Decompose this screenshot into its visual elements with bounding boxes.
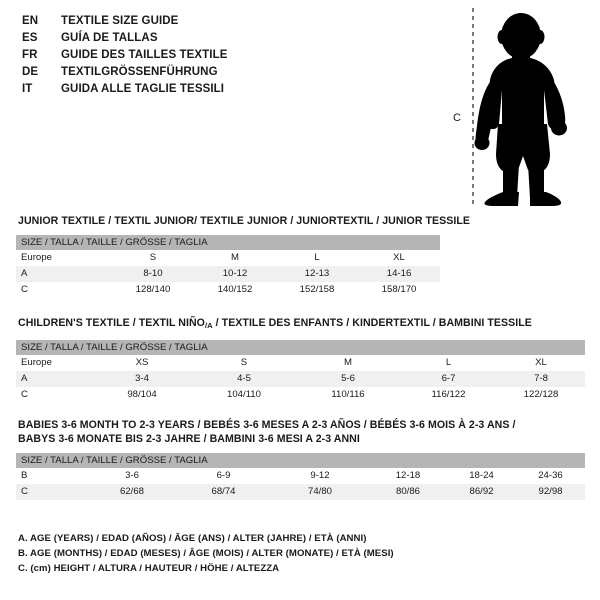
children-size-table: SIZE / TALLA / TAILLE / GRÖSSE / TAGLIA … [16,340,585,403]
table-cell: 62/68 [88,484,176,500]
table-cell: 92/98 [516,484,585,500]
language-row-en: EN TEXTILE SIZE GUIDE [22,13,322,30]
legend-line-c: C. (cm) HEIGHT / ALTURA / HAUTEUR / HÖHE… [18,563,280,574]
table-row: C 62/68 68/74 74/80 80/86 86/92 92/98 [16,484,585,500]
table-cell: 116/122 [400,387,497,403]
table-row: SIZE / TALLA / TAILLE / GRÖSSE / TAGLIA [16,453,585,468]
table-row: C 98/104 104/110 110/116 116/122 122/128 [16,387,585,403]
table-row: A 8-10 10-12 12-13 14-16 [16,266,441,282]
legend-block: A. AGE (YEARS) / EDAD (AÑOS) / ÂGE (ANS)… [18,531,488,576]
table-cell: 6-7 [400,371,497,387]
table-row: B 3-6 6-9 9-12 12-18 18-24 24-36 [16,468,585,484]
table-row: Europe XS S M L XL [16,355,585,371]
section-babies-title-line1: BABIES 3-6 MONTH TO 2-3 YEARS / BEBÉS 3-… [18,419,516,431]
table-cell: 7-8 [497,371,585,387]
language-title-es: GUÍA DE TALLAS [61,32,158,44]
table-cell: XS [92,355,192,371]
row-label: Europe [16,250,112,266]
section-babies: BABIES 3-6 MONTH TO 2-3 YEARS / BEBÉS 3-… [16,418,585,500]
table-cell: 80/86 [369,484,447,500]
language-row-fr: FR GUIDE DES TAILLES TEXTILE [22,47,322,64]
babies-band-label: SIZE / TALLA / TAILLE / GRÖSSE / TAGLIA [16,453,585,468]
table-cell: 110/116 [296,387,400,403]
table-cell: 5-6 [296,371,400,387]
table-cell: 86/92 [447,484,516,500]
row-label: C [16,282,112,298]
language-row-de: DE TEXTILGRÖSSENFÜHRUNG [22,64,322,81]
table-cell: 122/128 [497,387,585,403]
language-code-fr: FR [22,49,38,61]
language-title-block: EN TEXTILE SIZE GUIDE ES GUÍA DE TALLAS … [22,13,322,98]
table-cell: L [276,250,358,266]
table-cell: 128/140 [112,282,194,298]
table-cell: 104/110 [192,387,296,403]
language-title-it: GUIDA ALLE TAGLIE TESSILI [61,83,225,95]
section-junior-title: JUNIOR TEXTILE / TEXTIL JUNIOR/ TEXTILE … [18,215,471,227]
language-title-de: TEXTILGRÖSSENFÜHRUNG [61,66,218,78]
legend-line-b: B. AGE (MONTHS) / EDAD (MESES) / ÂGE (MO… [18,548,394,559]
table-row: SIZE / TALLA / TAILLE / GRÖSSE / TAGLIA [16,340,585,355]
junior-size-table: SIZE / TALLA / TAILLE / GRÖSSE / TAGLIA … [16,235,441,298]
table-cell: 152/158 [276,282,358,298]
language-title-en: TEXTILE SIZE GUIDE [61,15,179,27]
table-cell: 12-13 [276,266,358,282]
row-label: A [16,266,112,282]
table-cell: 3-6 [88,468,176,484]
table-cell: 12-18 [369,468,447,484]
section-children-title-post: / TEXTILE DES ENFANTS / KINDERTEXTIL / B… [212,317,532,329]
table-cell: L [400,355,497,371]
table-cell: 140/152 [194,282,276,298]
section-children: CHILDREN'S TEXTILE / TEXTIL NIÑO/A / TEX… [16,316,585,403]
table-cell: XL [497,355,585,371]
table-cell: 18-24 [447,468,516,484]
table-cell: 68/74 [176,484,271,500]
row-label: C [16,484,88,500]
table-cell: 98/104 [92,387,192,403]
table-cell: S [192,355,296,371]
junior-band-label: SIZE / TALLA / TAILLE / GRÖSSE / TAGLIA [16,235,441,250]
babies-size-table: SIZE / TALLA / TAILLE / GRÖSSE / TAGLIA … [16,453,585,500]
table-cell: 74/80 [271,484,369,500]
section-children-title-sub: /A [204,321,213,330]
row-label: A [16,371,92,387]
section-children-title-pre: CHILDREN'S TEXTILE / TEXTIL NIÑO [18,317,205,329]
language-code-en: EN [22,15,39,27]
table-cell: 8-10 [112,266,194,282]
table-cell: 9-12 [271,468,369,484]
section-babies-title-line2: BABYS 3-6 MONATE BIS 2-3 JAHRE / BAMBINI… [18,433,360,445]
table-row: C 128/140 140/152 152/158 158/170 [16,282,441,298]
language-code-es: ES [22,32,38,44]
row-label: B [16,468,88,484]
table-cell: 6-9 [176,468,271,484]
table-cell: 24-36 [516,468,585,484]
language-code-de: DE [22,66,39,78]
table-cell: S [112,250,194,266]
table-cell: 4-5 [192,371,296,387]
table-cell: 14-16 [358,266,441,282]
table-cell: M [296,355,400,371]
table-cell: 3-4 [92,371,192,387]
language-row-es: ES GUÍA DE TALLAS [22,30,322,47]
toddler-silhouette [474,13,567,206]
children-band-label: SIZE / TALLA / TAILLE / GRÖSSE / TAGLIA [16,340,585,355]
section-junior: JUNIOR TEXTILE / TEXTIL JUNIOR/ TEXTILE … [16,214,470,298]
table-cell: 158/170 [358,282,441,298]
table-row: A 3-4 4-5 5-6 6-7 7-8 [16,371,585,387]
row-label: C [16,387,92,403]
section-children-title: CHILDREN'S TEXTILE / TEXTIL NIÑO/A / TEX… [18,316,585,333]
table-row: SIZE / TALLA / TAILLE / GRÖSSE / TAGLIA [16,235,441,250]
size-illustration: C [440,4,600,209]
table-cell: M [194,250,276,266]
language-code-it: IT [22,83,33,95]
legend-line-a: A. AGE (YEARS) / EDAD (AÑOS) / ÂGE (ANS)… [18,533,367,544]
table-cell: XL [358,250,441,266]
language-title-fr: GUIDE DES TAILLES TEXTILE [61,49,228,61]
table-row: Europe S M L XL [16,250,441,266]
row-label: Europe [16,355,92,371]
height-measure-label: C [453,112,461,124]
table-cell: 10-12 [194,266,276,282]
language-row-it: IT GUIDA ALLE TAGLIE TESSILI [22,81,322,98]
toddler-silhouette-svg: C [453,8,567,206]
